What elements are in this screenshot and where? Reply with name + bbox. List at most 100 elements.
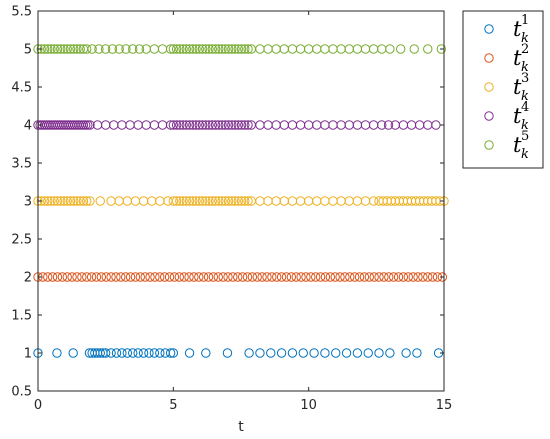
data-point <box>436 44 446 54</box>
data-point <box>150 272 160 282</box>
data-point <box>184 272 194 282</box>
legend-item-2: t 2 k <box>484 42 529 75</box>
data-point <box>279 196 290 206</box>
data-point <box>395 44 406 54</box>
x-tick-label: 10 <box>300 398 317 413</box>
data-point <box>388 272 399 282</box>
data-point <box>412 348 422 358</box>
data-point <box>62 196 72 206</box>
data-point <box>201 196 211 206</box>
data-point <box>385 348 395 358</box>
data-point <box>298 348 308 358</box>
data-point <box>52 348 62 358</box>
data-point <box>86 272 97 282</box>
data-point <box>352 120 363 130</box>
data-point <box>262 272 272 282</box>
x-tick-label: 0 <box>34 398 42 413</box>
legend-items: t 1kt 2kt 3kt 4kt 5k <box>484 13 529 162</box>
data-point <box>130 196 141 206</box>
data-point <box>188 44 198 54</box>
series-1 <box>33 348 444 358</box>
data-point <box>301 272 311 282</box>
data-point <box>222 348 233 358</box>
legend-subscript: k <box>521 118 529 133</box>
data-point <box>194 44 205 54</box>
data-point <box>164 272 175 282</box>
data-point <box>418 272 428 282</box>
data-point <box>352 196 363 206</box>
data-point <box>122 348 133 358</box>
legend-item-4: t 4 k <box>484 100 529 133</box>
y-axis-ticks: 0.5 1 1.5 2 2.5 3 3.5 4 4.5 5 5.5 <box>11 5 444 400</box>
data-point <box>240 196 250 206</box>
data-point <box>191 196 201 206</box>
data-point <box>52 196 63 206</box>
data-point <box>349 272 360 282</box>
legend-superscript: 3 <box>521 71 529 86</box>
series-5 <box>33 44 446 54</box>
data-point <box>320 44 330 54</box>
data-point <box>106 348 116 358</box>
data-point <box>207 120 218 130</box>
data-point <box>423 44 433 54</box>
data-point <box>46 44 56 54</box>
data-marks <box>33 44 449 358</box>
data-point <box>191 120 201 130</box>
data-point <box>255 196 265 206</box>
data-point <box>36 196 46 206</box>
data-point <box>320 348 330 358</box>
data-point <box>344 196 354 206</box>
data-point <box>354 272 365 282</box>
data-point <box>175 120 185 130</box>
data-point <box>243 120 253 130</box>
data-point <box>197 120 208 130</box>
data-point <box>383 120 394 130</box>
data-point <box>72 44 82 54</box>
data-point <box>217 196 227 206</box>
series-4 <box>33 120 441 130</box>
data-point <box>403 272 413 282</box>
legend-subscript: k <box>521 31 529 46</box>
data-point <box>233 196 243 206</box>
data-point <box>59 44 69 54</box>
data-point <box>191 44 201 54</box>
data-point <box>56 44 66 54</box>
data-point <box>120 272 131 282</box>
data-point <box>171 120 182 130</box>
data-point <box>276 272 287 282</box>
data-point <box>423 272 433 282</box>
data-point <box>181 196 192 206</box>
x-tick-label: 15 <box>436 398 453 413</box>
data-point <box>267 272 277 282</box>
data-point <box>96 272 107 282</box>
data-point <box>80 120 91 130</box>
data-point <box>201 348 211 358</box>
data-point <box>197 44 208 54</box>
data-point <box>128 348 138 358</box>
data-point <box>77 272 87 282</box>
series-3 <box>33 196 449 206</box>
data-point <box>393 272 404 282</box>
data-point <box>227 196 237 206</box>
data-point <box>220 196 231 206</box>
data-point <box>106 272 116 282</box>
data-point <box>312 196 322 206</box>
data-point <box>165 348 176 358</box>
data-point <box>184 44 195 54</box>
data-point <box>401 348 411 358</box>
legend: t 1kt 2kt 3kt 4kt 5k <box>462 10 544 169</box>
data-point <box>385 44 395 54</box>
data-point <box>111 348 122 358</box>
data-point <box>145 272 155 282</box>
data-point <box>352 348 363 358</box>
data-point <box>141 120 151 130</box>
data-point <box>208 272 219 282</box>
data-point <box>165 120 176 130</box>
data-point <box>287 348 298 358</box>
data-point <box>188 120 198 130</box>
data-point <box>359 272 370 282</box>
legend-superscript: 1 <box>521 13 529 28</box>
data-point <box>320 120 330 130</box>
data-point <box>204 44 214 54</box>
legend-symbol: t <box>513 104 522 128</box>
